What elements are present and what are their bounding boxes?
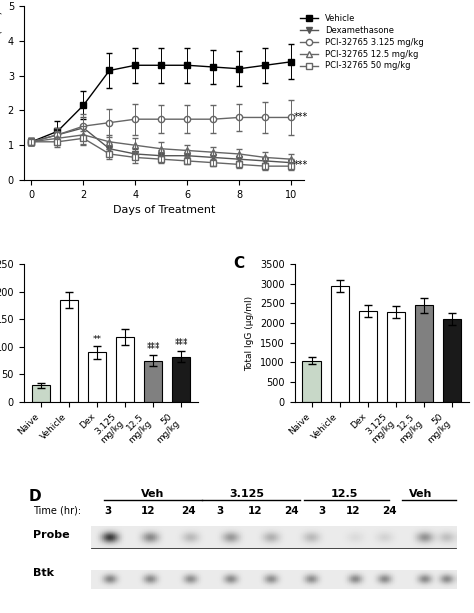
Text: 12.5: 12.5 <box>331 489 358 499</box>
Legend: Vehicle, Dexamethasone, PCI-32765 3.125 mg/kg, PCI-32765 12.5 mg/kg, PCI-32765 5: Vehicle, Dexamethasone, PCI-32765 3.125 … <box>300 13 424 70</box>
Text: ***: *** <box>294 112 308 123</box>
Bar <box>60 300 78 402</box>
Text: 24: 24 <box>284 506 298 516</box>
Bar <box>330 286 349 402</box>
Text: 24: 24 <box>181 506 196 516</box>
Text: Time (hr):: Time (hr): <box>33 506 81 516</box>
Text: Veh: Veh <box>141 489 164 499</box>
Text: D: D <box>28 489 41 504</box>
Bar <box>302 360 321 402</box>
Text: 12: 12 <box>248 506 263 516</box>
Bar <box>91 526 456 548</box>
Text: 3: 3 <box>105 506 112 516</box>
Text: **: ** <box>92 335 101 344</box>
Text: 3: 3 <box>319 506 326 516</box>
Text: ***: *** <box>174 341 188 350</box>
Text: Probe: Probe <box>33 530 69 540</box>
Text: C: C <box>233 256 245 271</box>
Bar <box>116 337 134 402</box>
Text: 3.125: 3.125 <box>229 489 264 499</box>
Y-axis label: Total IgG (μg/ml): Total IgG (μg/ml) <box>246 295 255 370</box>
Bar <box>32 386 50 402</box>
Text: 12: 12 <box>346 506 361 516</box>
Bar <box>172 357 191 402</box>
Text: Veh: Veh <box>409 489 432 499</box>
Bar <box>359 311 377 402</box>
Bar <box>415 305 433 402</box>
Text: ***: *** <box>146 345 160 354</box>
Bar <box>144 360 163 402</box>
Text: ***: *** <box>294 161 308 170</box>
Text: Btk: Btk <box>33 568 54 578</box>
Text: ***: *** <box>174 338 188 347</box>
Text: 3: 3 <box>216 506 223 516</box>
Bar <box>387 312 405 402</box>
Bar <box>443 319 461 402</box>
Bar <box>88 352 106 402</box>
Text: ***: *** <box>146 341 160 351</box>
X-axis label: Days of Treatment: Days of Treatment <box>113 205 215 215</box>
Text: 12: 12 <box>141 506 155 516</box>
Y-axis label: Mean Clinical Arthritis Score (0-5): Mean Clinical Arthritis Score (0-5) <box>0 11 2 175</box>
Text: 24: 24 <box>382 506 396 516</box>
